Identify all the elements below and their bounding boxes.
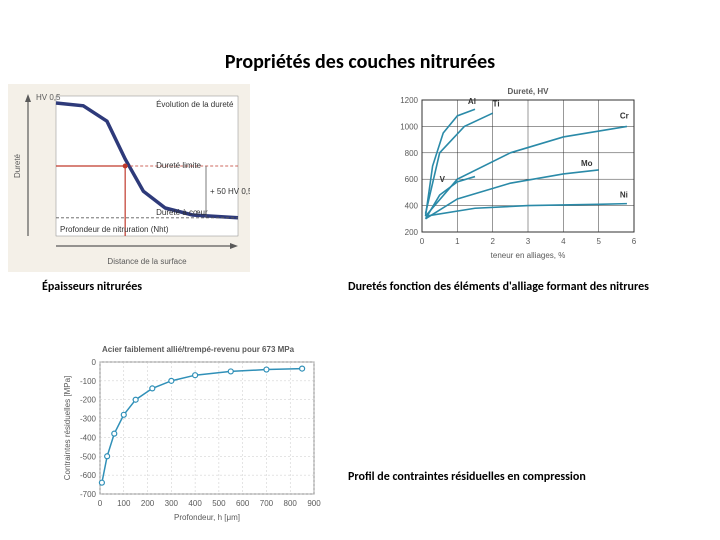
svg-text:Profondeur, h [μm]: Profondeur, h [μm] xyxy=(174,513,240,522)
svg-text:-500: -500 xyxy=(80,452,97,461)
svg-text:2: 2 xyxy=(490,237,495,246)
svg-text:teneur en alliages, %: teneur en alliages, % xyxy=(491,251,566,260)
svg-text:600: 600 xyxy=(236,499,250,508)
svg-text:400: 400 xyxy=(405,202,419,211)
svg-text:-600: -600 xyxy=(80,471,97,480)
svg-text:0: 0 xyxy=(420,237,425,246)
svg-text:Mo: Mo xyxy=(581,159,593,168)
svg-text:Cr: Cr xyxy=(620,111,629,120)
svg-text:Dureté, HV: Dureté, HV xyxy=(508,87,550,96)
svg-text:-700: -700 xyxy=(80,490,97,499)
svg-text:1200: 1200 xyxy=(400,96,418,105)
page-title: Propriétés des couches nitrurées xyxy=(0,50,720,74)
svg-text:-100: -100 xyxy=(80,377,97,386)
svg-text:Dureté limite: Dureté limite xyxy=(156,161,201,170)
residual-stress-chart: Acier faiblement allié/trempé-revenu pou… xyxy=(58,340,328,524)
svg-text:Évolution de la dureté: Évolution de la dureté xyxy=(156,100,234,109)
svg-text:+ 50 HV 0,5: + 50 HV 0,5 xyxy=(210,187,250,196)
svg-text:Dureté à cœur: Dureté à cœur xyxy=(156,208,208,217)
svg-text:-200: -200 xyxy=(80,396,97,405)
svg-text:3: 3 xyxy=(526,237,531,246)
svg-text:600: 600 xyxy=(405,175,419,184)
svg-text:500: 500 xyxy=(212,499,226,508)
svg-text:-400: -400 xyxy=(80,433,97,442)
hardness-alloy-caption: Duretés fonction des éléments d'alliage … xyxy=(348,280,649,294)
residual-stress-caption: Profil de contraintes résiduelles en com… xyxy=(348,470,586,484)
svg-text:1: 1 xyxy=(455,237,460,246)
svg-text:0: 0 xyxy=(92,358,97,367)
svg-text:Ni: Ni xyxy=(620,191,628,200)
svg-text:6: 6 xyxy=(632,237,637,246)
thickness-chart: Dureté Distance de la surface HV 0,5 Évolut… xyxy=(8,84,250,272)
svg-text:800: 800 xyxy=(405,149,419,158)
svg-text:1000: 1000 xyxy=(400,122,418,131)
svg-text:Acier faiblement allié/trempé-: Acier faiblement allié/trempé-revenu pou… xyxy=(102,345,295,354)
svg-text:300: 300 xyxy=(165,499,179,508)
svg-text:900: 900 xyxy=(307,499,321,508)
svg-text:Dureté: Dureté xyxy=(13,153,22,178)
svg-text:200: 200 xyxy=(141,499,155,508)
svg-text:4: 4 xyxy=(561,237,566,246)
thickness-caption: Épaisseurs nitrurées xyxy=(42,280,142,294)
svg-text:800: 800 xyxy=(284,499,298,508)
svg-text:Distance de la surface: Distance de la surface xyxy=(107,257,187,266)
svg-text:700: 700 xyxy=(260,499,274,508)
svg-text:5: 5 xyxy=(596,237,601,246)
svg-text:V: V xyxy=(440,175,446,184)
svg-text:400: 400 xyxy=(188,499,202,508)
svg-text:0: 0 xyxy=(98,499,103,508)
svg-text:200: 200 xyxy=(405,228,419,237)
svg-text:-300: -300 xyxy=(80,415,97,424)
svg-text:Ti: Ti xyxy=(493,100,500,109)
svg-text:Al: Al xyxy=(468,97,476,106)
svg-text:100: 100 xyxy=(117,499,131,508)
svg-text:HV 0,5: HV 0,5 xyxy=(36,93,61,102)
svg-text:Profondeur de nitruration (Nht: Profondeur de nitruration (Nht) xyxy=(60,225,169,234)
svg-text:Contraintes résiduelles [MPa]: Contraintes résiduelles [MPa] xyxy=(63,376,72,481)
hardness-alloy-chart: Dureté, HV 200 400 600 800 1000 1200 0 1 2 3 4 5 6 ten… xyxy=(388,84,646,262)
